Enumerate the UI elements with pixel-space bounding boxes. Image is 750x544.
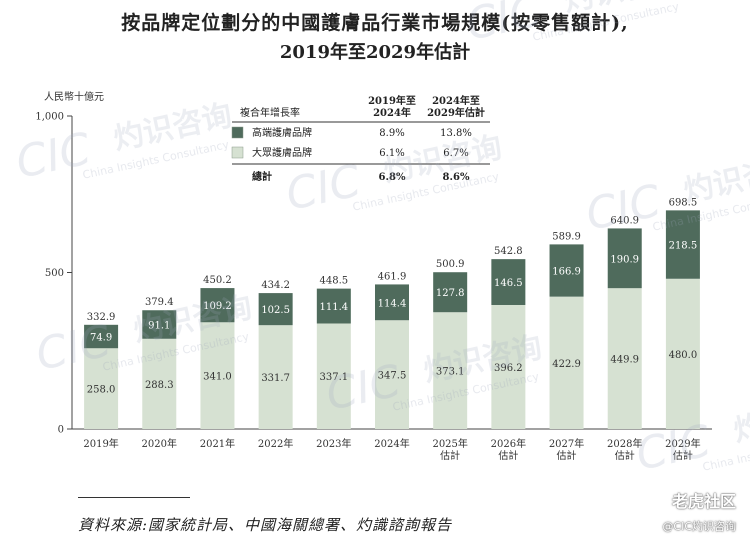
- bar-mass: [316, 323, 351, 429]
- x-tick-label: 2025年估計: [432, 437, 467, 462]
- data-label-premium: 127.8: [436, 288, 465, 299]
- source-note: 資料來源:國家統計局、中國海關總署、灼識諮詢報告: [78, 516, 453, 534]
- bar-mass: [258, 325, 293, 429]
- data-label-total: 332.9: [87, 312, 116, 323]
- chart-title: 按品牌定位劃分的中國護膚品行業市場規模(按零售額計),: [121, 12, 629, 34]
- data-label-premium: 190.9: [610, 254, 639, 265]
- data-label-premium: 74.9: [90, 333, 112, 344]
- bar-mass: [665, 278, 700, 429]
- data-label-total: 500.9: [436, 259, 465, 270]
- badge-line2: @CIC灼识咨询: [662, 520, 736, 533]
- data-label-mass: 337.1: [319, 372, 348, 383]
- data-label-total: 589.9: [552, 231, 581, 242]
- data-label-mass: 341.0: [203, 372, 232, 383]
- data-label-mass: 480.0: [669, 350, 698, 361]
- x-tick-label: 2022年: [258, 437, 293, 450]
- bar-premium: [665, 210, 700, 279]
- data-label-premium: 111.4: [319, 302, 348, 313]
- data-label-mass: 422.9: [552, 359, 581, 370]
- bar-mass: [375, 320, 409, 429]
- bar-premium: [549, 244, 584, 297]
- data-label-mass: 347.5: [378, 371, 407, 382]
- watermark-cn: 灼识咨询: [681, 150, 750, 209]
- cagr-total-label: 總計: [252, 170, 272, 183]
- watermark-cn: 灼识咨询: [731, 390, 750, 449]
- data-label-total: 379.4: [145, 297, 174, 308]
- legend-swatch: [231, 126, 244, 139]
- data-label-total: 698.5: [669, 197, 698, 208]
- cagr-col1-header: 2019年至 2024年: [368, 94, 416, 119]
- data-label-premium: 109.2: [203, 301, 232, 312]
- data-label-premium: 146.5: [494, 278, 523, 289]
- cagr-value: 13.8%: [440, 128, 472, 139]
- bar-premium: [491, 259, 526, 305]
- cagr-total-value: 8.6%: [443, 172, 470, 183]
- data-label-mass: 449.9: [610, 355, 639, 366]
- bar-premium: [375, 284, 409, 321]
- y-tick-label: 0: [58, 425, 64, 436]
- x-tick-label: 2027年估計: [549, 437, 584, 462]
- x-tick-label: 2026年估計: [491, 437, 526, 462]
- data-label-total: 448.5: [319, 276, 348, 287]
- data-label-premium: 166.9: [552, 267, 581, 278]
- x-tick-label: 2028年估計: [607, 437, 642, 462]
- x-tick-label: 2020年: [142, 437, 177, 450]
- badge-line1: 老虎社区: [671, 492, 736, 511]
- data-label-total: 640.9: [610, 215, 639, 226]
- legend-entry: 大眾護膚品牌: [252, 146, 312, 159]
- data-label-total: 450.2: [203, 275, 232, 286]
- x-tick-label: 2021年: [200, 437, 235, 450]
- bar-premium: [200, 288, 235, 323]
- bar-premium: [258, 293, 293, 326]
- bar-mass: [491, 304, 526, 429]
- cagr-col2-header: 2024年至 2029年估計: [427, 94, 485, 119]
- cagr-header-label: 複合年增長率: [240, 106, 300, 119]
- data-label-premium: 114.4: [378, 298, 407, 309]
- data-label-mass: 331.7: [261, 373, 290, 384]
- data-label-total: 461.9: [378, 271, 407, 282]
- legend-entry: 高端護膚品牌: [252, 126, 312, 139]
- y-tick-label: 1,000: [35, 112, 64, 123]
- bar-premium: [433, 272, 468, 313]
- bar-mass: [607, 288, 642, 429]
- bar-premium: [142, 310, 177, 339]
- legend-swatch: [231, 146, 244, 159]
- y-axis-label: 人民幣十億元: [44, 90, 104, 103]
- cagr-value: 8.9%: [379, 128, 404, 139]
- data-label-mass: 288.3: [145, 380, 174, 391]
- data-label-total: 542.8: [494, 246, 523, 257]
- bar-premium: [84, 324, 119, 349]
- data-label-premium: 102.5: [261, 305, 290, 316]
- bar-premium: [607, 228, 642, 289]
- data-label-premium: 91.1: [148, 321, 170, 332]
- data-label-mass: 258.0: [87, 385, 116, 396]
- bar-mass: [433, 312, 468, 429]
- bar-mass: [200, 322, 235, 429]
- bar-premium: [316, 288, 351, 324]
- cagr-value: 6.1%: [379, 148, 404, 159]
- data-label-total: 434.2: [261, 280, 290, 291]
- y-tick-label: 500: [45, 268, 64, 279]
- data-label-mass: 396.2: [494, 363, 523, 374]
- source-rule: [78, 497, 190, 498]
- chart-subtitle: 2019年至2029年估計: [279, 42, 471, 63]
- bar-mass: [84, 348, 119, 429]
- bar-mass: [142, 338, 177, 429]
- bar-mass: [549, 296, 584, 429]
- data-label-premium: 218.5: [669, 241, 698, 252]
- x-tick-label: 2023年: [316, 437, 351, 450]
- data-label-mass: 373.1: [436, 367, 465, 378]
- x-tick-label: 2019年: [83, 437, 118, 450]
- cagr-total-value: 6.8%: [379, 172, 406, 183]
- x-tick-label: 2029年估計: [665, 437, 700, 462]
- watermark-brand: CIC: [462, 0, 546, 51]
- cagr-value: 6.7%: [443, 148, 468, 159]
- x-tick-label: 2024年: [374, 437, 409, 450]
